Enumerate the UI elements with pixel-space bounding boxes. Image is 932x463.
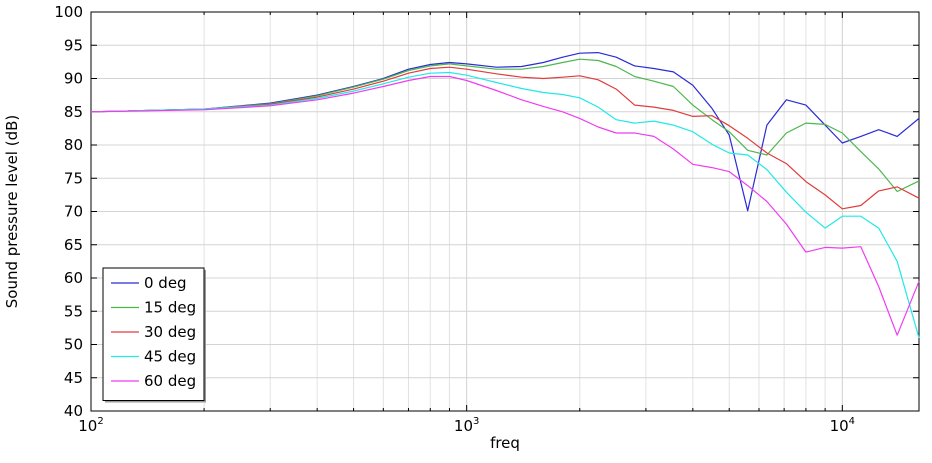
y-tick-label: 85: [64, 103, 83, 121]
series-line-15-deg: [90, 58, 920, 193]
x-tick-base: 10: [78, 417, 97, 435]
y-tick-label: 60: [64, 269, 83, 287]
y-tick-label: 40: [64, 402, 83, 420]
y-tick-label: 50: [64, 336, 83, 354]
series-line-45-deg: [90, 71, 920, 339]
x-tick-label: 102: [78, 416, 103, 435]
y-tick-label: 75: [64, 169, 83, 187]
x-axis-title: freq: [490, 434, 520, 452]
series-line-60-deg: [90, 75, 920, 336]
series-line-0-deg: [90, 52, 920, 212]
x-tick-labels: 102 103 104: [78, 416, 855, 435]
legend-label: 30 deg: [144, 323, 196, 341]
x-tick-exponent: 3: [473, 416, 479, 427]
y-tick-label: 90: [64, 70, 83, 88]
y-tick-label: 70: [64, 203, 83, 221]
y-tick-label: 55: [64, 302, 83, 320]
axis-ticks: [90, 11, 919, 412]
legend: 0 deg 15 deg 30 deg 45 deg 60 deg: [102, 267, 206, 403]
x-tick-exponent: 4: [849, 416, 855, 427]
x-tick-base: 10: [454, 417, 473, 435]
y-tick-labels: 40 45 50 55 60 65 70 75 80 85 90 95 100: [54, 3, 83, 420]
y-tick-label: 65: [64, 236, 83, 254]
legend-label: 15 deg: [144, 299, 196, 317]
y-tick-label: 100: [54, 3, 83, 21]
y-tick-label: 95: [64, 36, 83, 54]
grid: [90, 11, 919, 412]
y-tick-label: 80: [64, 136, 83, 154]
series-line-30-deg: [90, 66, 920, 210]
legend-label: 45 deg: [144, 348, 196, 366]
legend-box: [102, 267, 205, 401]
legend-label: 0 deg: [144, 274, 187, 292]
x-tick-label: 104: [830, 416, 855, 435]
x-tick-base: 10: [830, 417, 849, 435]
x-tick-label: 103: [454, 416, 479, 435]
x-tick-exponent: 2: [97, 416, 103, 427]
legend-label: 60 deg: [144, 372, 196, 390]
y-axis-title: Sound pressure level (dB): [3, 115, 21, 309]
y-tick-label: 45: [64, 369, 83, 387]
series-layer: [90, 52, 920, 339]
